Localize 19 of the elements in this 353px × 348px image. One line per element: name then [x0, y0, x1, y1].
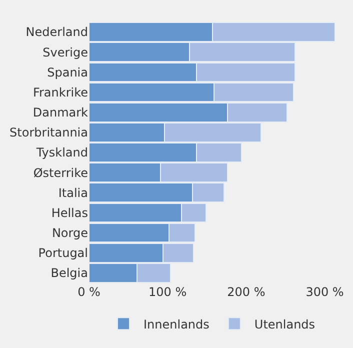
legend-label: Utenlands — [254, 317, 316, 332]
y-tick-label: Østerrike — [33, 166, 88, 180]
y-tick-label: Hellas — [51, 206, 88, 220]
x-tick-label: 300 % — [306, 285, 344, 299]
y-tick-label: Portugal — [38, 246, 88, 260]
y-tick-label: Tyskland — [35, 146, 88, 160]
x-tick-label: 200 % — [227, 285, 266, 299]
y-tick-label: Italia — [58, 186, 88, 200]
y-tick-label: Frankrike — [32, 85, 88, 100]
y-tick-label: Storbritannia — [10, 126, 88, 140]
y-tick-label: Norge — [52, 226, 88, 240]
y-tick-label: Spania — [47, 65, 88, 80]
y-tick-label: Danmark — [32, 106, 88, 120]
y-tick-label: Nederland — [26, 25, 88, 40]
y-tick-label: Belgia — [50, 266, 88, 280]
legend-label: Innenlands — [144, 317, 210, 332]
y-tick-label: Sverige — [42, 45, 88, 60]
x-tick-label: 0 % — [78, 285, 100, 299]
x-tick-label: 100 % — [148, 285, 187, 299]
